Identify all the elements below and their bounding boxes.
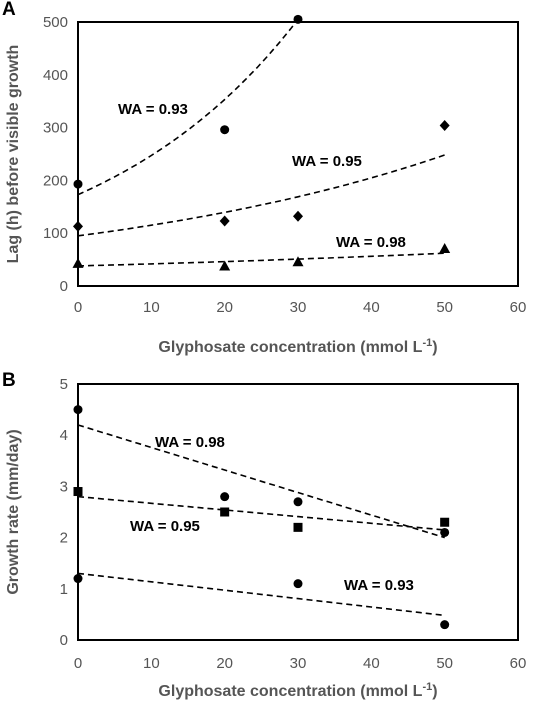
- trendline-series-1: [77, 23, 295, 196]
- x-tick-label: 0: [74, 299, 82, 316]
- y-tick-label: 400: [43, 67, 68, 84]
- y-tick-label: 2: [60, 530, 68, 547]
- data-point-circle: [73, 179, 83, 189]
- data-point-diamond: [439, 119, 450, 131]
- panel-a-y-tick-labels: 0 100 200 300 400 500: [43, 14, 68, 295]
- y-tick-label: 1: [60, 581, 68, 598]
- panel-b: B 0 1 2 3 4 5 0 10 20 30 40 50 60 WA = 0.98 WA = 0.…: [2, 370, 526, 700]
- y-tick-label: 3: [60, 478, 68, 495]
- data-point-circle: [220, 492, 230, 502]
- data-point-circle: [220, 125, 230, 135]
- x-tick-label: 60: [510, 655, 527, 672]
- x-tick-label: 50: [436, 299, 453, 316]
- data-point-circle: [73, 405, 83, 415]
- y-tick-label: 0: [60, 632, 68, 649]
- panel-b-plot-frame: [77, 383, 519, 641]
- panel-a: A 0 100 200 300 400 500 0 10 20 30 40 50 60 WA = 0.…: [2, 0, 526, 356]
- data-point-circle: [440, 527, 450, 537]
- x-tick-label: 60: [510, 299, 527, 316]
- data-point-circle: [293, 497, 303, 507]
- panel-b-trendlines: [77, 424, 445, 617]
- panel-a-trendlines: [77, 23, 445, 267]
- panel-a-x-axis-title: Glyphosate concentration (mmol L-1): [158, 337, 437, 356]
- y-tick-label: 500: [43, 14, 68, 31]
- y-tick-label: 200: [43, 172, 68, 189]
- x-tick-label: 20: [216, 299, 233, 316]
- data-point-diamond: [219, 215, 230, 227]
- data-point-diamond: [293, 210, 303, 222]
- panel-a-points: [72, 14, 451, 271]
- panel-b-wa-label-2: WA = 0.95: [130, 518, 200, 535]
- data-point-circle: [293, 14, 303, 24]
- panel-a-wa-label-2: WA = 0.95: [292, 153, 362, 170]
- data-point-triangle: [292, 256, 304, 267]
- y-tick-label: 4: [60, 427, 68, 444]
- y-tick-label: 100: [43, 225, 68, 242]
- data-point-circle: [440, 620, 450, 630]
- trendline-series-2: [77, 154, 445, 237]
- data-point-square: [220, 507, 230, 517]
- data-point-square: [73, 487, 83, 497]
- trendline-series-3: [77, 252, 445, 267]
- panel-b-x-tick-labels: 0 10 20 30 40 50 60: [74, 655, 527, 672]
- x-tick-label: 50: [436, 655, 453, 672]
- data-point-square: [440, 517, 450, 527]
- y-tick-label: 300: [43, 120, 68, 137]
- y-tick-label: 5: [60, 376, 68, 393]
- x-tick-label: 0: [74, 655, 82, 672]
- panel-a-y-axis-title: Lag (h) before visible growth: [5, 45, 22, 264]
- data-point-diamond: [73, 220, 83, 232]
- data-point-circle: [293, 579, 303, 589]
- panel-a-x-tick-labels: 0 10 20 30 40 50 60: [74, 299, 527, 316]
- panel-b-x-axis-title: Glyphosate concentration (mmol L-1): [158, 681, 437, 700]
- x-tick-label: 40: [363, 299, 380, 316]
- panel-a-letter: A: [2, 0, 16, 20]
- x-tick-label: 30: [290, 655, 307, 672]
- panel-b-letter: B: [2, 370, 16, 391]
- x-tick-label: 20: [216, 655, 233, 672]
- x-tick-label: 10: [143, 299, 160, 316]
- x-tick-label: 10: [143, 655, 160, 672]
- panel-a-wa-label-1: WA = 0.93: [118, 101, 188, 118]
- panel-b-y-tick-labels: 0 1 2 3 4 5: [60, 376, 68, 649]
- panel-a-wa-label-3: WA = 0.98: [336, 234, 406, 251]
- data-point-square: [293, 522, 303, 532]
- panel-b-wa-label-3: WA = 0.93: [344, 577, 414, 594]
- trendline-series-3: [77, 572, 445, 617]
- trendline-series-1: [77, 424, 445, 539]
- data-point-triangle: [439, 243, 451, 254]
- x-tick-label: 30: [290, 299, 307, 316]
- data-point-triangle: [219, 260, 231, 271]
- data-point-triangle: [72, 257, 84, 268]
- x-tick-label: 40: [363, 655, 380, 672]
- panel-b-wa-label-1: WA = 0.98: [155, 434, 225, 451]
- data-point-circle: [73, 574, 83, 584]
- trendline-series-2: [77, 495, 445, 531]
- panel-b-y-axis-title: Growth rate (mm/day): [5, 429, 22, 594]
- panel-b-points: [73, 405, 450, 630]
- y-tick-label: 0: [60, 278, 68, 295]
